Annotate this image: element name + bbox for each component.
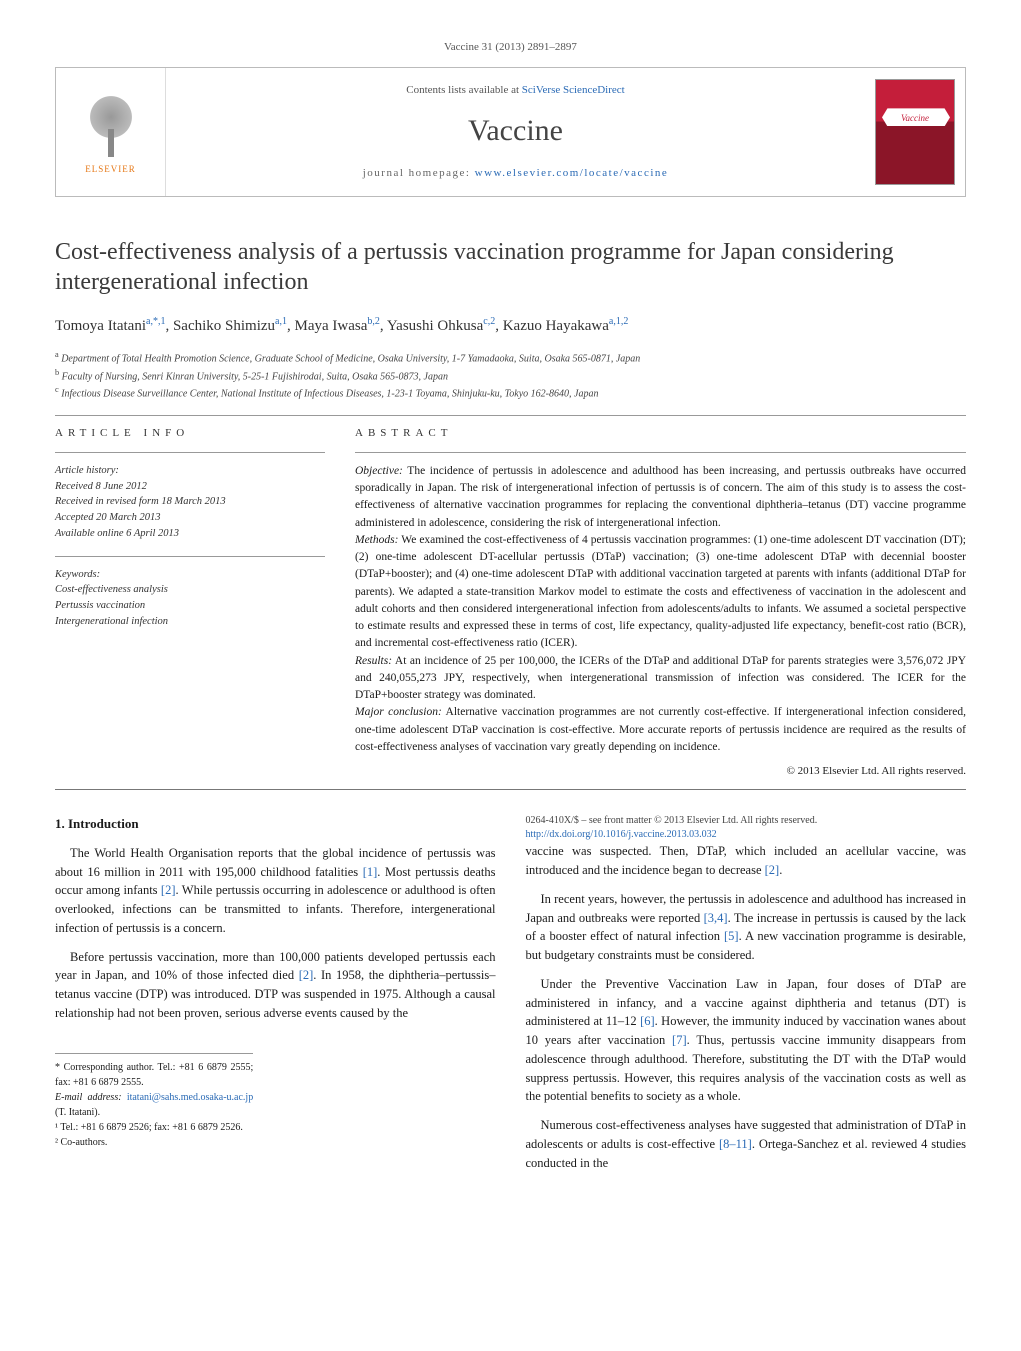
doi-link[interactable]: http://dx.doi.org/10.1016/j.vaccine.2013… (526, 829, 717, 840)
abstract-copyright: © 2013 Elsevier Ltd. All rights reserved… (355, 764, 966, 779)
journal-title: Vaccine (468, 110, 563, 152)
abs-objective: The incidence of pertussis in adolescenc… (355, 465, 966, 529)
abstract-body: Objective: The incidence of pertussis in… (355, 463, 966, 756)
history-label: Article history: (55, 463, 325, 479)
footnote-coauthors: ² Co-authors. (55, 1135, 253, 1150)
keyword: Intergenerational infection (55, 614, 325, 630)
footnote-corresponding: * Corresponding author. Tel.: +81 6 6879… (55, 1060, 253, 1090)
abs-methods: We examined the cost-effectiveness of 4 … (355, 534, 966, 650)
article-info-label: ARTICLE INFO (55, 426, 325, 441)
bottom-meta: 0264-410X/$ – see front matter © 2013 El… (526, 814, 967, 842)
abs-objective-label: Objective: (355, 465, 403, 477)
section-heading-introduction: 1. Introduction (55, 814, 496, 834)
keywords-block: Keywords: Cost-effectiveness analysis Pe… (55, 567, 325, 630)
footnote-tel: ¹ Tel.: +81 6 6879 2526; fax: +81 6 6879… (55, 1120, 253, 1135)
publisher-label: ELSEVIER (85, 163, 136, 176)
homepage-prefix: journal homepage: (363, 167, 475, 179)
homepage-line: journal homepage: www.elsevier.com/locat… (363, 166, 669, 181)
abs-conclusion: Alternative vaccination programmes are n… (355, 706, 966, 753)
abs-results: At an incidence of 25 per 100,000, the I… (355, 655, 966, 702)
footnote-email: E-mail address: itatani@sahs.med.osaka-u… (55, 1090, 253, 1120)
authors-line: Tomoya Itatania,*,1, Sachiko Shimizua,1,… (55, 315, 966, 337)
contents-line: Contents lists available at SciVerse Sci… (406, 83, 624, 98)
divider (55, 452, 325, 453)
history-received: Received 8 June 2012 (55, 479, 325, 495)
journal-cover-icon (875, 79, 955, 185)
abstract-label: ABSTRACT (355, 426, 966, 441)
article-history: Article history: Received 8 June 2012 Re… (55, 463, 325, 542)
body-two-column: 1. Introduction The World Health Organis… (55, 814, 966, 1176)
history-revised: Received in revised form 18 March 2013 (55, 494, 325, 510)
contents-prefix: Contents lists available at (406, 84, 521, 96)
body-paragraph: Before pertussis vaccination, more than … (55, 948, 496, 1023)
body-paragraph: vaccine was suspected. Then, DTaP, which… (526, 842, 967, 880)
article-title: Cost-effectiveness analysis of a pertuss… (55, 237, 966, 297)
cover-thumb-block (865, 68, 965, 196)
affiliation-c: c Infectious Disease Surveillance Center… (55, 384, 966, 401)
divider (355, 452, 966, 453)
divider (55, 789, 966, 790)
elsevier-tree-icon (81, 89, 141, 159)
footnotes-block: * Corresponding author. Tel.: +81 6 6879… (55, 1053, 253, 1150)
homepage-link[interactable]: www.elsevier.com/locate/vaccine (475, 167, 669, 179)
divider (55, 556, 325, 557)
keyword: Cost-effectiveness analysis (55, 582, 325, 598)
publisher-logo-block: ELSEVIER (56, 68, 166, 196)
abs-results-label: Results: (355, 655, 392, 667)
abs-conclusion-label: Major conclusion: (355, 706, 442, 718)
journal-header: ELSEVIER Contents lists available at Sci… (55, 67, 966, 197)
sciencedirect-link[interactable]: SciVerse ScienceDirect (522, 84, 625, 96)
divider (55, 415, 966, 416)
body-paragraph: In recent years, however, the pertussis … (526, 890, 967, 965)
history-accepted: Accepted 20 March 2013 (55, 510, 325, 526)
article-info-column: ARTICLE INFO Article history: Received 8… (55, 426, 325, 779)
affiliations: a Department of Total Health Promotion S… (55, 349, 966, 401)
history-online: Available online 6 April 2013 (55, 526, 325, 542)
affiliation-a: a Department of Total Health Promotion S… (55, 349, 966, 366)
affiliation-b: b Faculty of Nursing, Senri Kinran Unive… (55, 367, 966, 384)
body-paragraph: Numerous cost-effectiveness analyses hav… (526, 1116, 967, 1172)
abs-methods-label: Methods: (355, 534, 398, 546)
body-paragraph: Under the Preventive Vaccination Law in … (526, 975, 967, 1106)
citation-line: Vaccine 31 (2013) 2891–2897 (55, 40, 966, 55)
issn-line: 0264-410X/$ – see front matter © 2013 El… (526, 814, 967, 828)
keyword: Pertussis vaccination (55, 598, 325, 614)
abstract-column: ABSTRACT Objective: The incidence of per… (355, 426, 966, 779)
email-link[interactable]: itatani@sahs.med.osaka-u.ac.jp (127, 1092, 253, 1103)
keywords-label: Keywords: (55, 567, 325, 583)
header-center: Contents lists available at SciVerse Sci… (166, 68, 865, 196)
body-paragraph: The World Health Organisation reports th… (55, 844, 496, 938)
